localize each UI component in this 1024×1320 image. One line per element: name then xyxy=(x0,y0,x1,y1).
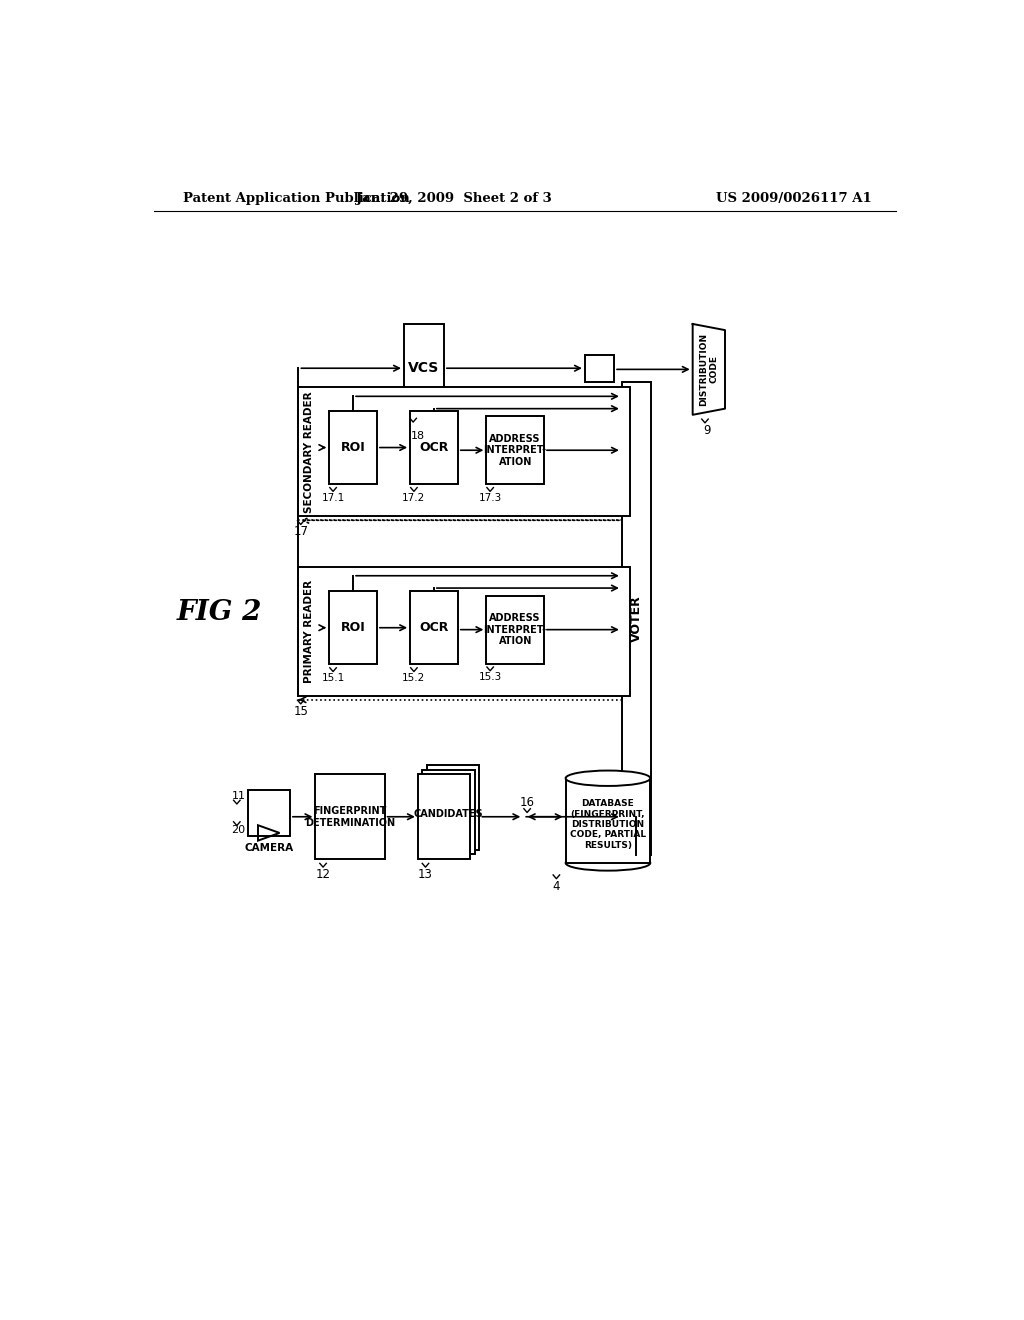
Text: CAMERA: CAMERA xyxy=(244,843,293,853)
Text: 4: 4 xyxy=(553,879,560,892)
Text: CANDIDATES: CANDIDATES xyxy=(414,809,483,820)
Text: 15.3: 15.3 xyxy=(478,672,502,682)
Bar xyxy=(315,775,385,859)
Text: 17.3: 17.3 xyxy=(478,492,502,503)
Bar xyxy=(427,766,479,850)
Text: PRIMARY READER: PRIMARY READER xyxy=(304,579,314,682)
Bar xyxy=(403,323,444,412)
Text: OCR: OCR xyxy=(419,441,449,454)
Text: 15.1: 15.1 xyxy=(322,673,345,684)
Text: Patent Application Publication: Patent Application Publication xyxy=(183,191,410,205)
Bar xyxy=(298,566,630,696)
Text: 9: 9 xyxy=(703,424,711,437)
Bar xyxy=(422,770,475,854)
Bar xyxy=(565,779,650,863)
Bar xyxy=(330,411,377,484)
Text: 17: 17 xyxy=(293,525,308,539)
Text: FINGERPRINT
DETERMINATION: FINGERPRINT DETERMINATION xyxy=(305,807,395,828)
Bar xyxy=(410,591,458,664)
Text: 17.1: 17.1 xyxy=(322,492,345,503)
Text: DATABASE
(FINGERPRINT,
DISTRIBUTION
CODE, PARTIAL
RESULTS): DATABASE (FINGERPRINT, DISTRIBUTION CODE… xyxy=(570,799,646,850)
Text: ADDRESS
INTERPRET-
ATION: ADDRESS INTERPRET- ATION xyxy=(483,434,547,467)
Text: OCR: OCR xyxy=(419,622,449,634)
Text: 16: 16 xyxy=(519,796,535,809)
Text: 17.2: 17.2 xyxy=(402,492,426,503)
Bar xyxy=(418,775,470,859)
Text: FIG 2: FIG 2 xyxy=(176,599,262,626)
Bar xyxy=(330,591,377,664)
Bar xyxy=(585,355,614,381)
Text: ROI: ROI xyxy=(341,441,366,454)
Text: Jan. 29, 2009  Sheet 2 of 3: Jan. 29, 2009 Sheet 2 of 3 xyxy=(356,191,552,205)
Text: 12: 12 xyxy=(315,869,331,880)
Ellipse shape xyxy=(565,855,650,871)
Text: 18: 18 xyxy=(411,430,425,441)
Text: ROI: ROI xyxy=(341,622,366,634)
Text: 13: 13 xyxy=(418,869,433,880)
Bar xyxy=(486,595,544,664)
Text: VCS: VCS xyxy=(409,362,439,375)
Ellipse shape xyxy=(565,771,650,785)
Bar xyxy=(622,381,651,855)
Text: US 2009/0026117 A1: US 2009/0026117 A1 xyxy=(716,191,871,205)
Text: 11: 11 xyxy=(231,791,246,801)
Text: DISTRIBUTION
CODE: DISTRIBUTION CODE xyxy=(699,333,719,407)
Bar xyxy=(410,411,458,484)
Text: 15.2: 15.2 xyxy=(402,673,426,684)
Text: 20: 20 xyxy=(231,825,246,834)
Text: VOTER: VOTER xyxy=(630,595,643,642)
Bar xyxy=(298,387,630,516)
Text: ADDRESS
INTERPRET-
ATION: ADDRESS INTERPRET- ATION xyxy=(483,612,547,647)
Bar xyxy=(486,416,544,484)
Bar xyxy=(248,789,290,836)
Text: SECONDARY READER: SECONDARY READER xyxy=(304,391,314,512)
Text: 15: 15 xyxy=(293,705,308,718)
